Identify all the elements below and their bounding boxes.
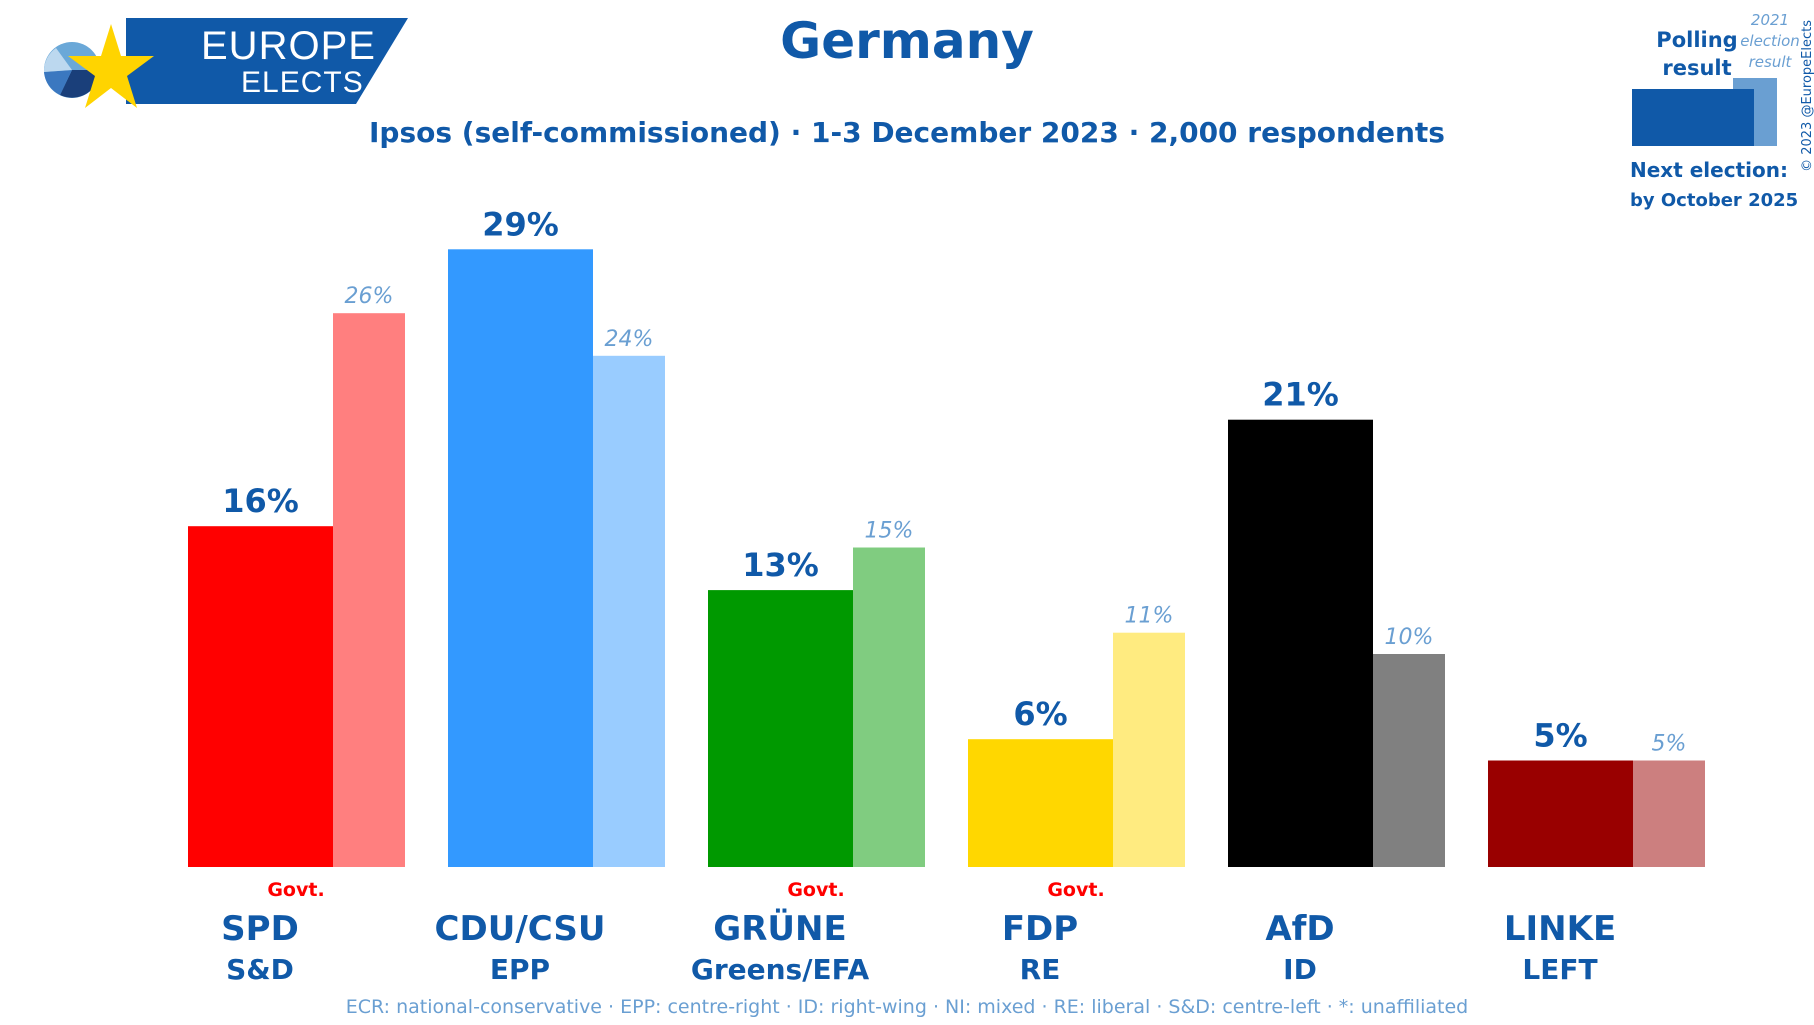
logo-text-europe: EUROPE — [201, 24, 376, 68]
legend: Polling result 2021 election result — [1630, 8, 1814, 218]
party-name-linke: LINKE — [1504, 909, 1616, 949]
logo-graphic — [43, 18, 408, 108]
party-group-gr-ne: Greens/EFA — [691, 953, 870, 986]
label-previous-fdp: 11% — [1125, 604, 1174, 629]
label-polling-cdu-csu: 29% — [482, 205, 559, 243]
logo-text-elects: ELECTS — [241, 66, 364, 99]
bar-previous-fdp — [1113, 632, 1185, 867]
bar-previous-gr-ne — [853, 547, 925, 867]
bar-polling-afd — [1228, 419, 1373, 867]
party-name-afd: AfD — [1265, 909, 1334, 949]
legend-previous-label: 2021 election result — [1740, 11, 1800, 71]
label-previous-afd: 10% — [1385, 625, 1434, 650]
legend-polling-label: Polling result — [1656, 28, 1738, 80]
bar-previous-linke — [1633, 760, 1705, 867]
label-previous-linke: 5% — [1652, 732, 1687, 757]
label-previous-cdu-csu: 24% — [605, 327, 654, 352]
party-group-linke: LEFT — [1522, 953, 1597, 986]
party-group-fdp: RE — [1020, 953, 1061, 986]
label-polling-spd: 16% — [222, 482, 299, 520]
label-polling-afd: 21% — [1262, 376, 1339, 414]
poll-subtitle: Ipsos (self-commissioned) · 1-3 December… — [369, 116, 1445, 149]
party-group-afd: ID — [1283, 953, 1317, 986]
bar-previous-afd — [1373, 654, 1445, 867]
bar-previous-spd — [333, 313, 405, 867]
label-previous-spd: 26% — [345, 284, 394, 309]
bar-polling-cdu-csu — [448, 249, 593, 868]
bar-polling-spd — [188, 526, 333, 867]
bar-polling-fdp — [968, 739, 1113, 867]
page-title: Germany — [780, 12, 1034, 70]
party-group-cdu-csu: EPP — [490, 953, 550, 986]
label-polling-fdp: 6% — [1013, 695, 1067, 733]
party-name-gr-ne: GRÜNE — [713, 908, 846, 949]
party-name-fdp: FDP — [1002, 909, 1078, 949]
europe-elects-logo: EUROPE ELECTS — [36, 18, 408, 108]
group-legend-footer: ECR: national-conservative · EPP: centre… — [345, 996, 1469, 1018]
govt-label-gr-ne: Govt. — [787, 879, 844, 901]
party-group-spd: S&D — [226, 953, 294, 986]
legend-polling-swatch — [1632, 89, 1754, 146]
bar-polling-gr-ne — [708, 590, 853, 867]
govt-label-spd: Govt. — [267, 879, 324, 901]
next-election-label: Next election: — [1630, 158, 1788, 182]
label-polling-linke: 5% — [1533, 717, 1587, 755]
next-election-date: by October 2025 — [1630, 190, 1799, 211]
party-name-spd: SPD — [221, 909, 299, 949]
party-name-cdu-csu: CDU/CSU — [435, 909, 606, 949]
govt-label-fdp: Govt. — [1047, 879, 1104, 901]
label-previous-gr-ne: 15% — [865, 519, 914, 544]
bar-previous-cdu-csu — [593, 355, 665, 867]
label-polling-gr-ne: 13% — [742, 546, 819, 584]
bar-polling-linke — [1488, 760, 1633, 867]
